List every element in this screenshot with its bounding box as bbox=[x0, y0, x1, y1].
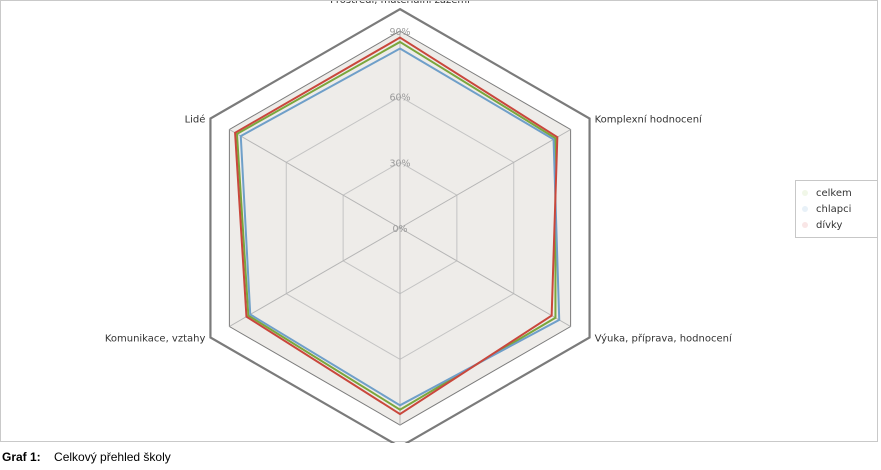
tick-label: 30% bbox=[389, 158, 410, 169]
legend-item-divky[interactable]: dívky bbox=[802, 217, 877, 233]
figure-caption: Graf 1: Celkový přehled školy bbox=[2, 450, 171, 464]
axis-label-4: Komunikace, vztahy bbox=[105, 333, 206, 344]
radar-spoke bbox=[229, 129, 401, 229]
axis-label-2: Výuka, příprava, hodnocení bbox=[595, 332, 733, 344]
tick-label: 60% bbox=[389, 93, 410, 104]
series-line-dívky bbox=[234, 36, 559, 416]
tick-label: 0% bbox=[392, 224, 407, 235]
axis-label-1: Komplexní hodnocení bbox=[595, 114, 703, 126]
caption-text: Celkový přehled školy bbox=[54, 450, 171, 464]
radar-axis-labels: Prostředí, materiální zázemí Komplexní ho… bbox=[105, 1, 733, 344]
axis-label-5: Lidé bbox=[185, 114, 206, 126]
radar-outer-frame bbox=[209, 7, 591, 443]
legend-swatch-chlapci bbox=[802, 206, 808, 212]
radar-spoke bbox=[399, 129, 571, 229]
legend: celkem chlapci dívky bbox=[795, 180, 878, 238]
legend-swatch-celkem bbox=[802, 190, 808, 196]
legend-item-chlapci[interactable]: chlapci bbox=[802, 201, 877, 217]
legend-label: celkem bbox=[816, 187, 852, 199]
series-line-chlapci bbox=[239, 47, 561, 407]
tick-label: 90% bbox=[389, 27, 410, 38]
caption-prefix: Graf 1: bbox=[2, 450, 41, 464]
series-line-celkem bbox=[235, 40, 557, 411]
radar-ticks: 0% 30% 60% 90% bbox=[389, 27, 410, 235]
radar-spoke bbox=[229, 227, 401, 327]
legend-swatch-divky bbox=[802, 222, 808, 228]
legend-label: dívky bbox=[816, 219, 843, 231]
radar-spoke bbox=[399, 227, 571, 327]
legend-item-celkem[interactable]: celkem bbox=[802, 185, 877, 201]
radar-chart: 0% 30% 60% 90% Prostředí, materiální zázemí… bbox=[105, 1, 733, 443]
axis-label-0: Prostředí, materiální zázemí bbox=[330, 1, 471, 6]
legend-label: chlapci bbox=[816, 203, 852, 215]
radar-series bbox=[234, 36, 561, 416]
radar-grid bbox=[209, 7, 591, 443]
chart-frame: 0% 30% 60% 90% Prostředí, materiální zázemí… bbox=[0, 0, 878, 443]
